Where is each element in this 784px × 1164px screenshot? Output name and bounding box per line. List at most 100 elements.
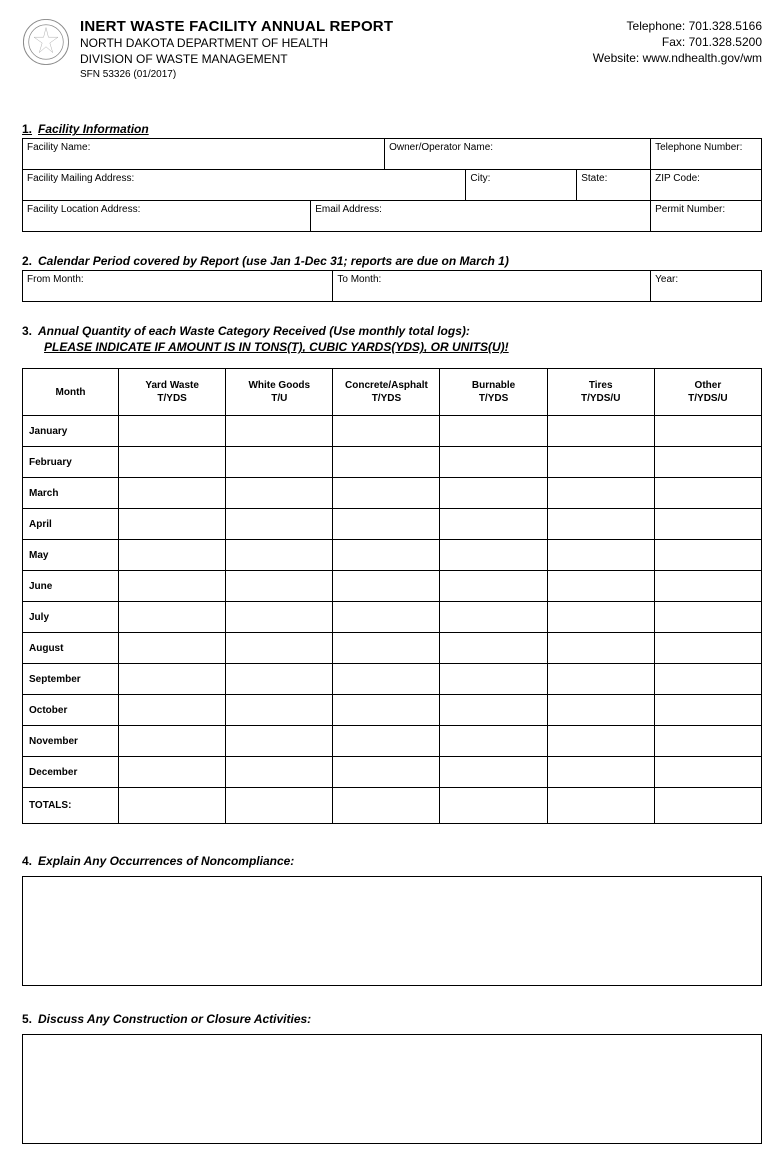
field-from-month[interactable]: From Month: [23, 271, 333, 302]
waste-value-cell[interactable] [333, 695, 440, 726]
waste-value-cell[interactable] [440, 633, 547, 664]
waste-col-header: Yard WasteT/YDS [119, 369, 226, 416]
waste-value-cell[interactable] [440, 757, 547, 788]
waste-value-cell[interactable] [547, 726, 654, 757]
field-email[interactable]: Email Address: [311, 201, 651, 232]
field-owner-operator[interactable]: Owner/Operator Name: [385, 139, 651, 170]
field-mailing-address[interactable]: Facility Mailing Address: [23, 170, 466, 201]
field-facility-name[interactable]: Facility Name: [23, 139, 385, 170]
waste-value-cell[interactable] [226, 540, 333, 571]
header-contact: Telephone: 701.328.5166 Fax: 701.328.520… [593, 18, 762, 67]
waste-value-cell[interactable] [226, 571, 333, 602]
waste-value-cell[interactable] [226, 416, 333, 447]
section4-heading: 4.Explain Any Occurrences of Noncomplian… [22, 854, 762, 868]
totals-value-cell[interactable] [119, 788, 226, 824]
waste-value-cell[interactable] [333, 540, 440, 571]
field-permit[interactable]: Permit Number: [651, 201, 762, 232]
field-location-address[interactable]: Facility Location Address: [23, 201, 311, 232]
waste-value-cell[interactable] [119, 478, 226, 509]
page: INERT WASTE FACILITY ANNUAL REPORT NORTH… [0, 0, 784, 1164]
waste-value-cell[interactable] [654, 509, 761, 540]
waste-value-cell[interactable] [547, 571, 654, 602]
waste-value-cell[interactable] [547, 633, 654, 664]
waste-value-cell[interactable] [547, 757, 654, 788]
waste-value-cell[interactable] [547, 695, 654, 726]
waste-value-cell[interactable] [119, 447, 226, 478]
totals-value-cell[interactable] [226, 788, 333, 824]
waste-value-cell[interactable] [226, 757, 333, 788]
waste-value-cell[interactable] [333, 602, 440, 633]
waste-value-cell[interactable] [654, 571, 761, 602]
waste-value-cell[interactable] [333, 664, 440, 695]
waste-value-cell[interactable] [440, 695, 547, 726]
waste-value-cell[interactable] [654, 416, 761, 447]
waste-value-cell[interactable] [333, 757, 440, 788]
waste-value-cell[interactable] [226, 664, 333, 695]
waste-value-cell[interactable] [119, 726, 226, 757]
field-year[interactable]: Year: [651, 271, 762, 302]
calendar-period-table: From Month: To Month: Year: [22, 270, 762, 302]
waste-value-cell[interactable] [654, 478, 761, 509]
waste-value-cell[interactable] [226, 695, 333, 726]
waste-value-cell[interactable] [440, 447, 547, 478]
month-cell: June [23, 571, 119, 602]
waste-value-cell[interactable] [333, 726, 440, 757]
waste-value-cell[interactable] [119, 757, 226, 788]
waste-value-cell[interactable] [654, 664, 761, 695]
waste-value-cell[interactable] [226, 478, 333, 509]
waste-value-cell[interactable] [119, 633, 226, 664]
waste-value-cell[interactable] [654, 695, 761, 726]
field-city[interactable]: City: [466, 170, 577, 201]
waste-value-cell[interactable] [654, 633, 761, 664]
totals-value-cell[interactable] [547, 788, 654, 824]
construction-closure-textarea[interactable] [22, 1034, 762, 1144]
waste-value-cell[interactable] [119, 695, 226, 726]
waste-value-cell[interactable] [654, 726, 761, 757]
waste-value-cell[interactable] [440, 664, 547, 695]
waste-value-cell[interactable] [333, 571, 440, 602]
waste-value-cell[interactable] [654, 757, 761, 788]
waste-value-cell[interactable] [654, 540, 761, 571]
waste-value-cell[interactable] [654, 602, 761, 633]
field-telephone[interactable]: Telephone Number: [651, 139, 762, 170]
waste-value-cell[interactable] [333, 447, 440, 478]
waste-value-cell[interactable] [119, 602, 226, 633]
waste-value-cell[interactable] [547, 602, 654, 633]
waste-value-cell[interactable] [333, 478, 440, 509]
waste-value-cell[interactable] [226, 447, 333, 478]
waste-value-cell[interactable] [119, 571, 226, 602]
waste-value-cell[interactable] [547, 416, 654, 447]
waste-value-cell[interactable] [226, 633, 333, 664]
waste-value-cell[interactable] [119, 664, 226, 695]
waste-value-cell[interactable] [547, 664, 654, 695]
waste-value-cell[interactable] [333, 416, 440, 447]
field-zip[interactable]: ZIP Code: [651, 170, 762, 201]
waste-value-cell[interactable] [440, 416, 547, 447]
waste-value-cell[interactable] [440, 509, 547, 540]
totals-value-cell[interactable] [333, 788, 440, 824]
totals-value-cell[interactable] [654, 788, 761, 824]
waste-value-cell[interactable] [440, 478, 547, 509]
waste-value-cell[interactable] [654, 447, 761, 478]
waste-value-cell[interactable] [333, 509, 440, 540]
waste-value-cell[interactable] [440, 571, 547, 602]
noncompliance-textarea[interactable] [22, 876, 762, 986]
waste-value-cell[interactable] [440, 726, 547, 757]
waste-value-cell[interactable] [440, 602, 547, 633]
waste-value-cell[interactable] [547, 540, 654, 571]
waste-value-cell[interactable] [226, 602, 333, 633]
waste-value-cell[interactable] [333, 633, 440, 664]
waste-value-cell[interactable] [119, 416, 226, 447]
waste-value-cell[interactable] [440, 540, 547, 571]
waste-value-cell[interactable] [547, 478, 654, 509]
waste-value-cell[interactable] [547, 509, 654, 540]
waste-value-cell[interactable] [119, 540, 226, 571]
month-cell: October [23, 695, 119, 726]
waste-value-cell[interactable] [226, 726, 333, 757]
waste-value-cell[interactable] [119, 509, 226, 540]
field-state[interactable]: State: [577, 170, 651, 201]
waste-value-cell[interactable] [547, 447, 654, 478]
waste-value-cell[interactable] [226, 509, 333, 540]
totals-value-cell[interactable] [440, 788, 547, 824]
field-to-month[interactable]: To Month: [333, 271, 651, 302]
